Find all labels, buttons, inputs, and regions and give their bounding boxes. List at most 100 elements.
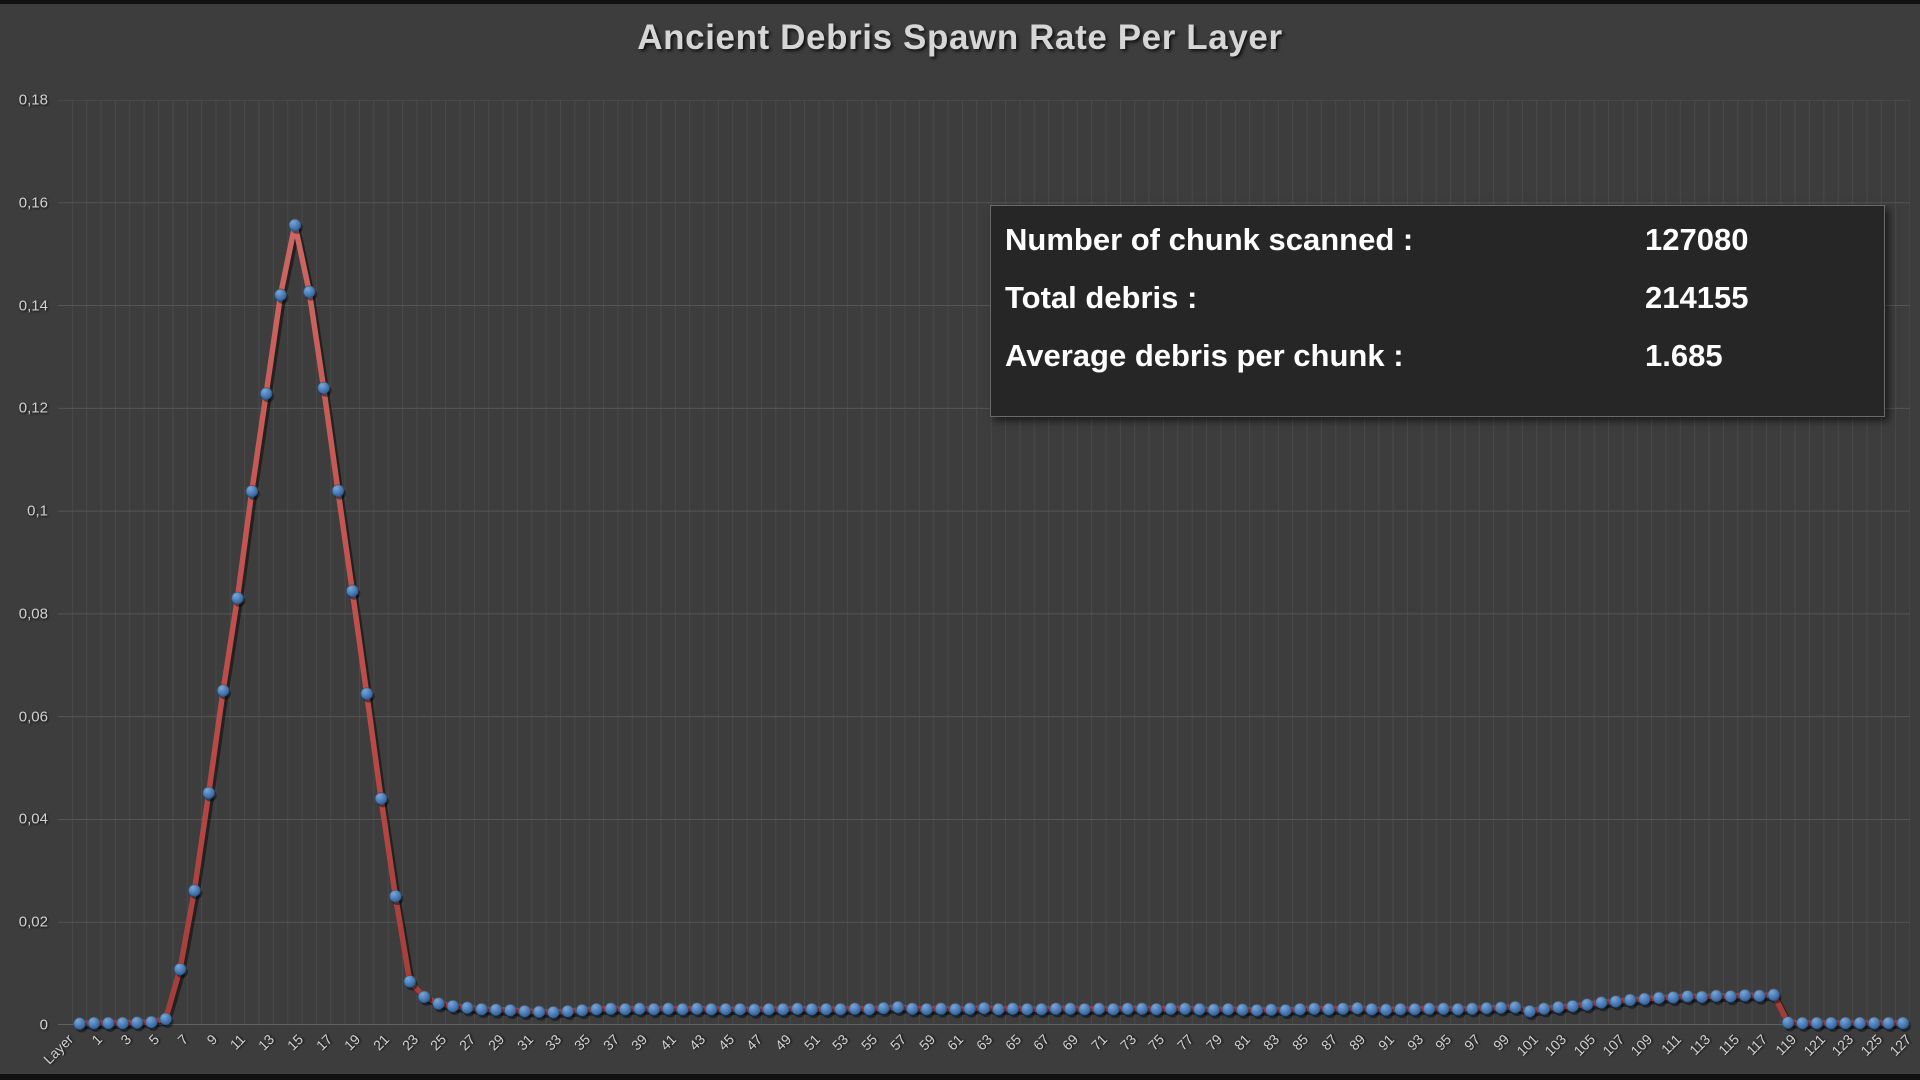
y-axis-tick-label: 0,12 [18,399,48,417]
data-point-marker [1422,1002,1436,1015]
data-point-marker [145,1015,158,1029]
stat-row-total-debris: Total debris : 214155 [1005,280,1884,338]
y-axis-tick-label: 0,1 [27,502,48,520]
data-point-marker [661,1002,675,1015]
y-axis-tick-label: 0,16 [18,194,48,212]
data-point-marker [1480,1001,1493,1015]
data-point-marker [1293,1002,1307,1016]
data-point-marker [245,484,259,498]
data-point-marker [432,997,445,1010]
data-point-marker [1107,1002,1120,1016]
data-point-marker [1279,1003,1292,1017]
data-point-marker [647,1002,661,1016]
data-point-marker [1092,1002,1106,1015]
data-point-marker [1135,1002,1149,1015]
data-point-marker [504,1003,517,1017]
data-point-marker [1437,1002,1450,1015]
data-point-marker [446,999,460,1013]
data-point-marker [1508,1000,1522,1014]
stat-row-chunks: Number of chunk scanned : 127080 [1005,222,1884,280]
data-point-marker [1006,1002,1019,1015]
data-point-marker [1049,1002,1062,1015]
data-point-marker [518,1004,531,1018]
data-point-marker [1250,1003,1263,1017]
data-point-marker [1681,990,1694,1003]
data-point-marker [676,1002,689,1016]
data-point-marker [719,1002,732,1016]
data-point-marker [1896,1016,1910,1030]
data-point-marker [1767,988,1780,1001]
data-point-marker [618,1002,632,1016]
data-point-marker [1351,1001,1364,1015]
data-point-marker [906,1002,919,1015]
data-point-marker [532,1005,546,1018]
data-point-marker [1796,1016,1809,1030]
data-point-marker [776,1002,790,1016]
data-point-marker [1193,1002,1206,1016]
data-point-marker [460,1001,474,1014]
data-point-marker [173,962,187,976]
data-point-marker [1824,1016,1838,1030]
data-point-marker [116,1016,129,1030]
data-point-marker [1709,989,1723,1002]
data-point-marker [317,381,330,394]
data-point-marker [575,1003,589,1017]
data-point-marker [705,1002,718,1016]
y-axis: 0 0,02 0,04 0,06 0,08 0,1 0,12 0,14 0,16 0,18 [19,92,1910,1034]
data-point-marker [1221,1002,1235,1016]
data-point-marker [1121,1002,1134,1015]
data-point-marker [1078,1002,1091,1016]
data-point-marker [1150,1002,1163,1016]
data-point-marker [1164,1002,1177,1015]
data-point-marker [73,1017,86,1030]
data-point-marker [1638,992,1651,1005]
data-point-marker [1839,1016,1852,1030]
data-point-marker [1365,1002,1378,1016]
data-point-marker [1652,991,1665,1004]
stat-label: Average debris per chunk : [1005,338,1404,373]
data-point-marker [1695,990,1709,1003]
data-point-marker [1537,1002,1551,1015]
y-axis-tick-label: 0,06 [18,708,48,726]
data-point-marker [1307,1002,1321,1015]
data-point-marker [791,1002,804,1015]
data-point-marker [1552,1000,1565,1014]
page-title: Ancient Debris Spawn Rate Per Layer [637,18,1283,57]
data-point-marker [762,1002,775,1016]
data-point-marker [231,591,244,605]
data-point-marker [475,1002,488,1016]
data-point-marker [920,1002,933,1016]
data-point-marker [1882,1016,1895,1030]
data-point-marker [1207,1003,1220,1016]
data-point-marker [403,975,416,988]
statistics-panel: Number of chunk scanned : 127080 Total d… [990,205,1885,417]
data-point-marker [848,1002,861,1015]
data-point-marker [1494,1001,1508,1014]
data-point-marker [690,1002,704,1015]
data-point-marker [102,1016,115,1030]
data-point-marker [1566,999,1579,1013]
stat-value: 127080 [1645,222,1749,257]
data-point-marker [87,1016,101,1030]
data-point-marker [274,288,287,301]
data-point-marker [748,1003,761,1016]
data-point-marker [389,889,402,903]
data-point-marker [288,218,302,232]
x-axis: Layer 1 3 5 7 9 11 13 15 17 19 21 23 25 27 29 31 33 35 37 39… [40,1025,1914,1080]
data-point-marker [862,1002,876,1016]
stat-value: 214155 [1645,280,1749,315]
y-axis-tick-label: 0,04 [18,810,48,828]
data-point-marker [877,1001,890,1015]
data-point-marker [805,1002,818,1016]
data-point-marker [561,1004,574,1018]
stat-label: Total debris : [1005,280,1198,315]
data-point-marker [1867,1016,1881,1030]
data-point-marker [1623,993,1637,1007]
data-point-marker [1035,1002,1048,1016]
y-axis-tick-label: 0,02 [18,913,48,931]
y-axis-tick-label: 0 [39,1016,48,1034]
data-point-marker [949,1002,962,1016]
data-point-marker [934,1002,948,1015]
y-axis-tick-label: 0,18 [18,91,48,109]
plot-area [58,100,1911,1033]
